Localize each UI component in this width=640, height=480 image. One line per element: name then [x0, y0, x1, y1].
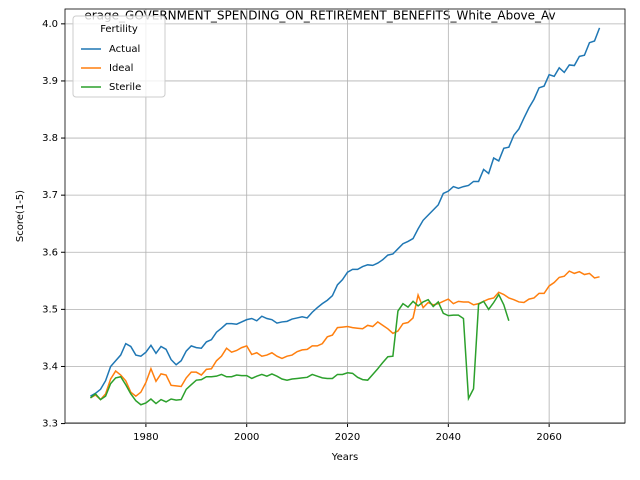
x-tick-label: 1980: [133, 432, 158, 443]
x-tick-label: 2000: [234, 432, 259, 443]
x-tick-label: 2040: [436, 432, 461, 443]
y-tick-label: 3.9: [42, 76, 58, 87]
legend-frame: [72, 15, 166, 98]
y-tick-label: 3.3: [42, 419, 58, 430]
legend-label: Actual: [109, 44, 140, 55]
y-tick-label: 4.0: [42, 19, 58, 30]
legend-label: Sterile: [109, 82, 141, 93]
x-tick-label: 2060: [536, 432, 561, 443]
x-tick-label: 2020: [335, 432, 360, 443]
legend: Fertility Actual Ideal Sterile: [72, 15, 166, 98]
y-tick-label: 3.8: [42, 133, 58, 144]
y-axis-label: Score(1-5): [15, 190, 26, 242]
chart-title: erage_GOVERNMENT_SPENDING_ON_RETIREMENT_…: [84, 9, 555, 23]
y-tick-label: 3.6: [42, 247, 58, 258]
series-line: [90, 27, 601, 397]
plot-frame: [64, 8, 626, 424]
series-line: [90, 270, 600, 401]
legend-label: Ideal: [109, 63, 133, 74]
legend-title: Fertility: [100, 24, 138, 35]
y-tick-label: 3.5: [42, 304, 58, 315]
y-tick-label: 3.7: [42, 190, 58, 201]
y-tick-label: 3.4: [42, 361, 58, 372]
series-line: [89, 292, 510, 406]
x-axis-label: Years: [331, 452, 358, 463]
